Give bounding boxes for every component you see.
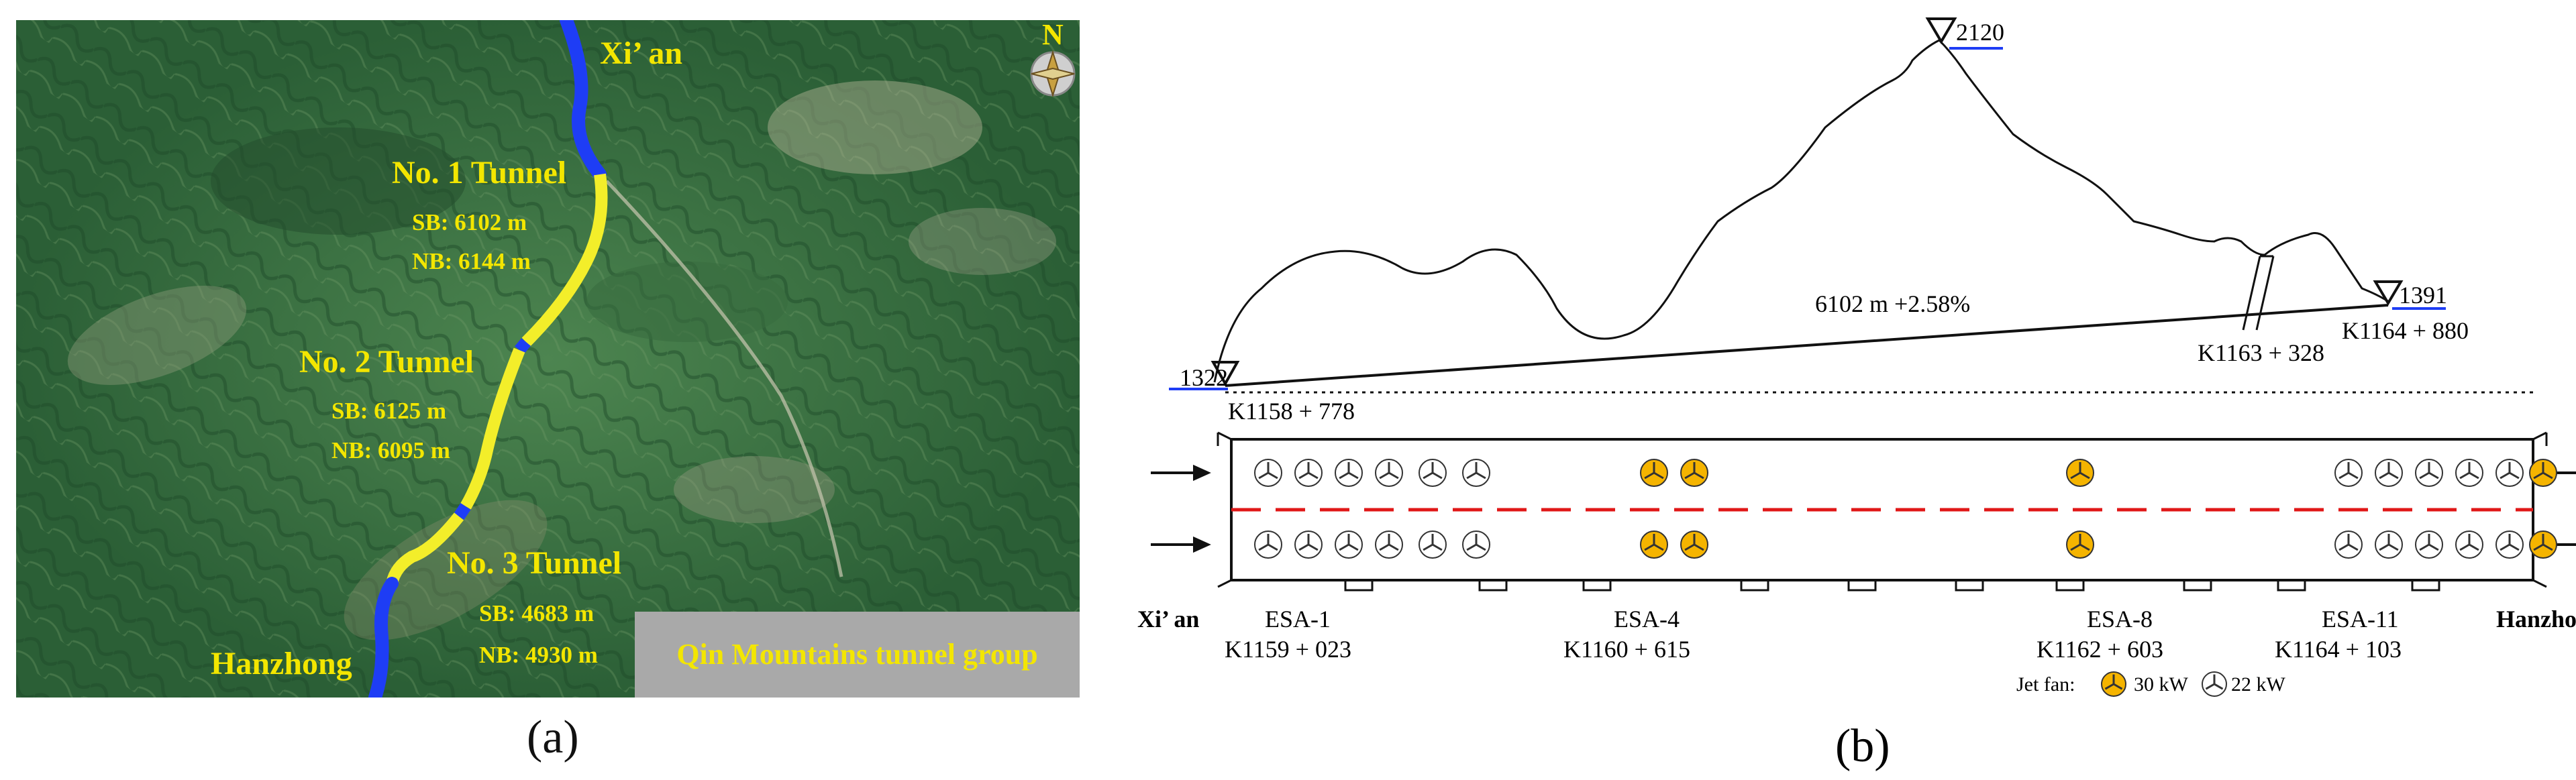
jet-fan-22kw-icon bbox=[2202, 671, 2227, 697]
jet-fan-30kw-icon bbox=[1680, 459, 1708, 487]
tunnel-group-label: Qin Mountains tunnel group bbox=[676, 638, 1038, 671]
esa-11-km: K1164 + 103 bbox=[2275, 636, 2402, 663]
jet-fan-30kw-icon bbox=[1680, 531, 1708, 559]
jet-fan-22kw-icon bbox=[1335, 531, 1363, 559]
jet-fan-22kw-icon bbox=[2375, 459, 2403, 487]
legend-30kw: 30 kW bbox=[2134, 673, 2189, 695]
end-chainage: K1164 + 880 bbox=[2342, 317, 2469, 344]
esa-8-name: ESA-8 bbox=[2087, 606, 2153, 632]
jet-fan-22kw-icon bbox=[2455, 531, 2483, 559]
jet-fan-22kw-icon bbox=[1375, 459, 1403, 487]
esa-1-name: ESA-1 bbox=[1265, 606, 1331, 632]
legend-title: Jet fan: bbox=[2016, 673, 2075, 695]
jet-fan-22kw-icon bbox=[1419, 459, 1447, 487]
jet-fan-30kw-icon bbox=[2101, 671, 2126, 697]
terrain-image bbox=[16, 20, 1080, 698]
tunnel-3-nb: NB: 4930 m bbox=[479, 642, 598, 668]
jet-fan-30kw-icon bbox=[1640, 459, 1668, 487]
tunnel-3-sb: SB: 4683 m bbox=[479, 600, 595, 626]
end-left-label: Xi’ an bbox=[1137, 606, 1199, 632]
panel-a-map: N Xi’ an No. 1 Tunnel SB: 6102 m NB: 614… bbox=[0, 0, 1114, 780]
jet-fan-22kw-icon bbox=[2334, 459, 2363, 487]
jet-fan-22kw-icon bbox=[1254, 531, 1282, 559]
jet-fan-22kw-icon bbox=[1294, 459, 1323, 487]
tunnel-2-sb: SB: 6125 m bbox=[331, 398, 447, 424]
route-line bbox=[560, 20, 607, 181]
start-marker-icon bbox=[1210, 361, 1240, 387]
tunnel-1-nb: NB: 6144 m bbox=[412, 248, 531, 274]
terrain-profile bbox=[1213, 39, 2389, 383]
tunnel-2-name: No. 2 Tunnel bbox=[299, 344, 474, 380]
jet-fan-22kw-icon bbox=[1294, 531, 1323, 559]
jet-fan-30kw-icon bbox=[2529, 459, 2557, 487]
start-chainage: K1158 + 778 bbox=[1228, 398, 1355, 425]
tunnel-2-nb: NB: 6095 m bbox=[331, 437, 450, 463]
satellite-map: N Xi’ an No. 1 Tunnel SB: 6102 m NB: 614… bbox=[16, 20, 1080, 698]
jet-fan-22kw-icon bbox=[1254, 459, 1282, 487]
jet-fan-22kw-icon bbox=[1375, 531, 1403, 559]
end-right-label: Hanzhong bbox=[2496, 606, 2576, 632]
shaft bbox=[2242, 255, 2275, 331]
jet-fan-22kw-icon bbox=[1419, 531, 1447, 559]
profile-diagram: 1322 2120 1391 K1158 + 778 K1163 + 328 K… bbox=[1137, 17, 2576, 772]
shaft-chainage: K1163 + 328 bbox=[2198, 339, 2324, 366]
jet-fan-22kw-icon bbox=[2495, 459, 2524, 487]
jet-fan-30kw-icon bbox=[1640, 531, 1668, 559]
jet-fan-22kw-icon bbox=[2375, 531, 2403, 559]
north-label: N bbox=[1042, 20, 1064, 51]
esa-4-km: K1160 + 615 bbox=[1563, 636, 1690, 663]
esa-4-name: ESA-4 bbox=[1614, 606, 1680, 632]
jet-fan-22kw-icon bbox=[2415, 531, 2443, 559]
end-marker-icon bbox=[2373, 280, 2404, 306]
peak-marker-icon bbox=[1925, 17, 1957, 44]
tunnel-1-name: No. 1 Tunnel bbox=[392, 155, 567, 190]
jet-fan-30kw-icon bbox=[2066, 459, 2094, 487]
start-elevation: 1322 bbox=[1180, 364, 1228, 391]
esa-niches bbox=[1344, 580, 2440, 592]
jet-fan-30kw-icon bbox=[2529, 531, 2557, 559]
jet-fans bbox=[1254, 459, 2557, 697]
jet-fan-22kw-icon bbox=[1335, 459, 1363, 487]
tunnel-group-banner: Qin Mountains tunnel group bbox=[635, 612, 1080, 698]
grade-line bbox=[1225, 304, 2389, 387]
tunnel-1-sb: SB: 6102 m bbox=[412, 209, 527, 235]
label-xian: Xi’ an bbox=[600, 36, 683, 71]
caption-b: (b) bbox=[1835, 720, 1890, 772]
jet-fan-22kw-icon bbox=[1462, 531, 1490, 559]
legend-22kw: 22 kW bbox=[2231, 673, 2286, 695]
jet-fan-30kw-icon bbox=[2066, 531, 2094, 559]
esa-8-km: K1162 + 603 bbox=[2037, 636, 2163, 663]
jet-fan-22kw-icon bbox=[2334, 531, 2363, 559]
esa-1-km: K1159 + 023 bbox=[1225, 636, 1351, 663]
panel-b-diagram: 1322 2120 1391 K1158 + 778 K1163 + 328 K… bbox=[1114, 0, 2576, 780]
peak-elevation: 2120 bbox=[1956, 19, 2004, 46]
esa-11-name: ESA-11 bbox=[2322, 606, 2399, 632]
jet-fan-22kw-icon bbox=[2415, 459, 2443, 487]
jet-fan-22kw-icon bbox=[2455, 459, 2483, 487]
label-hanzhong: Hanzhong bbox=[211, 646, 352, 681]
end-elevation: 1391 bbox=[2399, 282, 2447, 309]
tunnel-3-name: No. 3 Tunnel bbox=[447, 545, 622, 581]
airflow-arrows bbox=[1151, 464, 2576, 553]
caption-a: (a) bbox=[527, 712, 579, 763]
north-arrow-icon: N bbox=[1026, 20, 1080, 107]
jet-fan-22kw-icon bbox=[1462, 459, 1490, 487]
jet-fan-22kw-icon bbox=[2495, 531, 2524, 559]
grade-label: 6102 m +2.58% bbox=[1815, 290, 1970, 317]
